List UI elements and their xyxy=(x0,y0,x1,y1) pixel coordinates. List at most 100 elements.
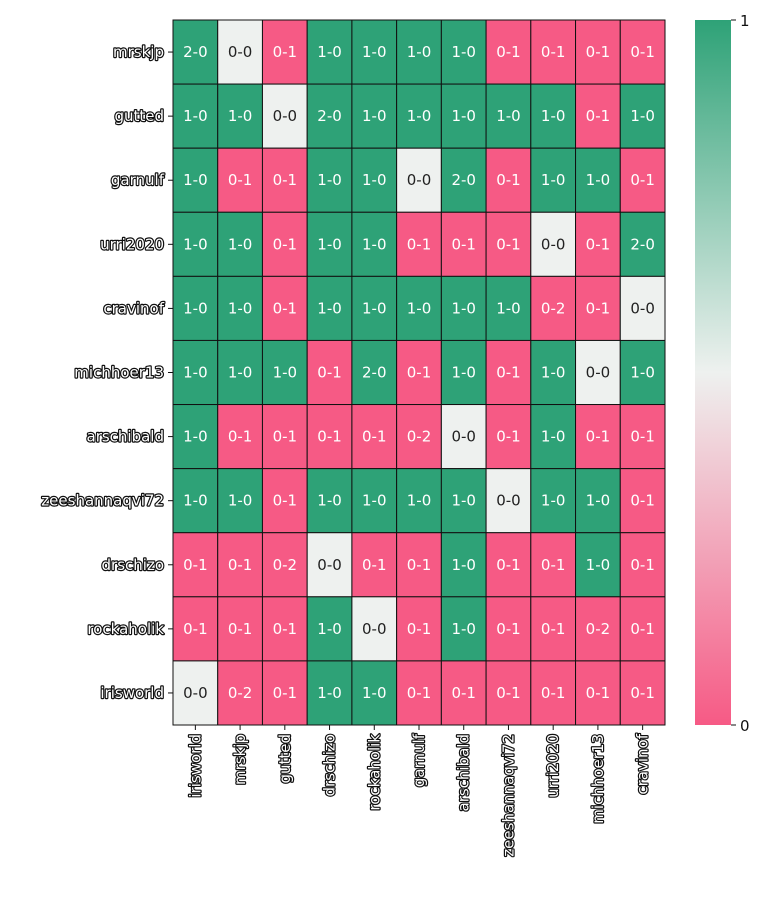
heatmap-cell xyxy=(261,596,308,662)
cell-annotation: 1-0 xyxy=(407,299,432,317)
cell-annotation: 0-1 xyxy=(496,171,521,189)
cell-annotation: 1-0 xyxy=(362,684,387,702)
heatmap-cell xyxy=(261,404,308,470)
cell-annotation: 0-1 xyxy=(496,556,521,574)
column-label: zeeshannaqvi72 xyxy=(499,734,517,857)
heatmap-cell xyxy=(530,532,577,598)
cell-annotation: 1-0 xyxy=(183,171,208,189)
heatmap-cell xyxy=(306,596,353,662)
heatmap-cell xyxy=(619,147,666,213)
row-labels: mrskjp gutted garnulf urri2020 cravinof michh… xyxy=(40,42,173,703)
cell-annotation: 0-1 xyxy=(451,235,476,253)
row-label: cravinof xyxy=(103,299,164,317)
cell-annotation: 1-0 xyxy=(362,43,387,61)
heatmap-cell xyxy=(396,19,442,85)
cell-annotation: 0-2 xyxy=(586,620,611,638)
column-label: garnulf xyxy=(410,733,428,787)
cell-annotation: 0-0 xyxy=(496,492,521,510)
heatmap-cell xyxy=(217,404,263,470)
cell-annotation: 1-0 xyxy=(362,171,387,189)
cell-annotation: 0-0 xyxy=(273,107,298,125)
heatmap-cell xyxy=(396,660,442,726)
cell-annotation: 1-0 xyxy=(317,299,342,317)
heatmap-cell xyxy=(440,275,487,341)
cell-annotation: 0-2 xyxy=(273,556,298,574)
column-label: cravinof xyxy=(634,733,652,794)
cell-annotation: 1-0 xyxy=(496,299,521,317)
cell-annotation: 0-1 xyxy=(273,235,298,253)
cell-annotation: 1-0 xyxy=(362,107,387,125)
heatmap-cell xyxy=(485,468,532,534)
heatmap-cell xyxy=(575,83,621,149)
cell-annotation: 0-0 xyxy=(407,171,432,189)
cell-annotation: 1-0 xyxy=(541,428,566,446)
heatmap-cell xyxy=(172,532,219,598)
heatmap-cell xyxy=(440,404,487,470)
column-label: michhoer13 xyxy=(589,734,607,824)
heatmap-cell xyxy=(485,596,532,662)
colorbar: 1 0 xyxy=(695,12,750,735)
row-label: zeeshannaqvi72 xyxy=(41,492,164,510)
heatmap-cell xyxy=(172,19,219,85)
heatmap-cell xyxy=(261,275,308,341)
cell-annotation: 0-1 xyxy=(407,556,432,574)
heatmap-cell xyxy=(306,275,353,341)
heatmap-cell xyxy=(261,532,308,598)
cell-annotation: 0-1 xyxy=(586,684,611,702)
heatmap-cell xyxy=(440,211,487,277)
cell-annotation: 1-0 xyxy=(630,107,655,125)
cell-annotation: 1-0 xyxy=(541,364,566,382)
cell-annotation: 1-0 xyxy=(317,235,342,253)
cell-annotation: 1-0 xyxy=(228,492,253,510)
cell-annotation: 0-1 xyxy=(496,428,521,446)
cell-annotation: 1-0 xyxy=(451,107,476,125)
heatmap-cell xyxy=(261,19,308,85)
heatmap-cell xyxy=(530,596,577,662)
cell-annotation: 0-2 xyxy=(407,428,432,446)
cell-annotation: 1-0 xyxy=(362,299,387,317)
heatmap-cell xyxy=(217,275,263,341)
cell-annotation: 0-1 xyxy=(273,620,298,638)
cell-annotation: 1-0 xyxy=(228,107,253,125)
heatmap-cell xyxy=(172,147,219,213)
cell-annotation: 0-1 xyxy=(228,171,253,189)
heatmap-cell xyxy=(440,83,487,149)
heatmap-cell xyxy=(575,19,621,85)
cell-annotation: 0-1 xyxy=(273,43,298,61)
heatmap-cell xyxy=(396,339,442,406)
heatmap-cell xyxy=(575,275,621,341)
heatmap-cell xyxy=(351,275,398,341)
cell-annotation: 0-1 xyxy=(273,492,298,510)
cell-annotation: 0-1 xyxy=(586,235,611,253)
cell-annotation: 1-0 xyxy=(273,364,298,382)
cell-annotation: 1-0 xyxy=(317,620,342,638)
cell-annotation: 0-1 xyxy=(362,556,387,574)
cell-annotation: 1-0 xyxy=(183,364,208,382)
cell-annotation: 0-1 xyxy=(541,684,566,702)
heatmap-cell xyxy=(440,532,487,598)
cell-annotation: 1-0 xyxy=(496,107,521,125)
heatmap-cell xyxy=(530,83,577,149)
cell-annotation: 0-1 xyxy=(228,620,253,638)
heatmap-cell xyxy=(306,468,353,534)
column-label: mrskjp xyxy=(231,734,249,785)
column-labels: irisworld mrskjp gutted drschizo rockaholik g… xyxy=(185,725,653,858)
heatmap-cell xyxy=(575,660,621,726)
cell-annotation: 1-0 xyxy=(362,492,387,510)
row-label: mrskjp xyxy=(113,43,164,61)
row-label: drschizo xyxy=(102,556,164,574)
row-label: michhoer13 xyxy=(74,364,164,382)
heatmap-cell xyxy=(619,211,666,277)
cell-annotation: 0-1 xyxy=(630,428,655,446)
cell-annotation: 0-1 xyxy=(407,620,432,638)
cell-annotation: 1-0 xyxy=(586,171,611,189)
column-label: rockaholik xyxy=(365,734,383,811)
row-label: gutted xyxy=(114,107,164,125)
colorbar-gradient xyxy=(695,20,731,725)
cell-annotation: 1-0 xyxy=(228,364,253,382)
heatmap-cell xyxy=(530,660,577,726)
column-label: irisworld xyxy=(186,734,204,798)
heatmap-cell xyxy=(619,83,666,149)
cell-annotation: 0-2 xyxy=(228,684,253,702)
